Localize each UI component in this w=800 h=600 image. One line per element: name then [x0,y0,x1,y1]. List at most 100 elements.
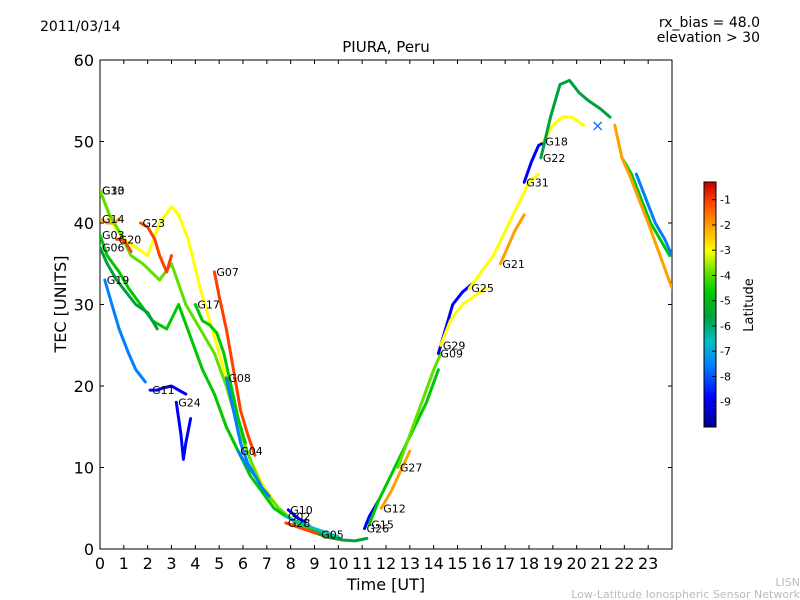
series-label-g23: G23 [143,217,166,230]
x-tick-label: 7 [262,554,272,573]
series-line-g04 [236,449,271,498]
x-tick-label: 21 [590,554,610,573]
series-line [620,156,672,258]
x-tick-label: 14 [423,554,443,573]
series-label-g15: G15 [371,519,394,532]
x-tick-label: 22 [614,554,634,573]
series-line [613,123,672,290]
series-label-g11: G11 [152,384,175,397]
series-label-g13: G13 [102,184,125,197]
series-label-g24: G24 [178,396,201,409]
series-label-g04: G04 [240,445,263,458]
y-tick-label: 50 [74,133,94,152]
elevation-label: elevation > 30 [657,30,760,46]
x-tick-label: 15 [447,554,467,573]
series-line-g02 [284,514,340,539]
colorbar-label: Latitude [742,278,757,332]
x-tick-label: 3 [166,554,176,573]
x-tick-label: 10 [328,554,348,573]
series-label-g21: G21 [502,258,525,271]
y-tick-label: 40 [74,214,94,233]
series-line-g14 [100,217,121,225]
x-tick-label: 12 [376,554,396,573]
series-line-g06 [100,245,159,331]
series-label-g26: G26 [367,523,390,536]
colorbar-tick-label: -6 [720,320,731,333]
series-label-g05: G05 [321,528,344,541]
series-label-g02: G02 [288,510,311,523]
series-label-g30: G30 [102,184,125,197]
x-tick-label: 11 [352,554,372,573]
series-label-g08: G08 [228,372,251,385]
series-label-g29: G29 [443,339,466,352]
x-tick-label: 9 [309,554,319,573]
colorbar-tick-label: -9 [720,396,731,409]
colorbar-tick-label: -7 [720,345,731,358]
series-line-g30 [100,188,340,541]
y-tick-label: 0 [84,540,94,559]
series-line-g07 [212,270,257,457]
series-label-g22: G22 [543,152,566,165]
y-tick-label: 60 [74,51,94,70]
x-tick-label: 1 [119,554,129,573]
series-line-g31 [522,140,548,184]
series-label-g19: G19 [107,274,130,287]
series-label-g20: G20 [119,233,142,246]
series-line-g22 [539,78,612,160]
x-axis-label: Time [UT] [346,575,425,594]
series-label-g18: G18 [545,136,568,149]
y-tick-label: 20 [74,377,94,396]
series-line-g18 [541,115,586,143]
series-label-g09: G09 [440,347,463,360]
series-line [634,172,672,258]
colorbar-tick-label: -4 [720,269,731,282]
series-line-g03 [100,233,324,535]
x-axis-ticks: 0 1 2 3 4 5 6 7 8 9 10 11 12 13 14 15 16 17 18 19 20 21 22 23 [95,60,658,573]
current-position-marker: × [591,116,604,135]
x-tick-label: 18 [519,554,539,573]
series-line-g23 [139,221,173,274]
series-line-g27 [396,351,443,469]
series-line-g21 [498,213,526,266]
x-tick-label: 0 [95,554,105,573]
series-line-g17 [193,303,247,445]
x-tick-label: 23 [638,554,658,573]
series-line-g19 [103,278,147,384]
x-tick-label: 4 [190,554,200,573]
chart-title: PIURA, Peru [342,38,429,56]
x-tick-label: 13 [400,554,420,573]
colorbar-tick-label: -3 [720,244,731,257]
series-layer [100,78,672,543]
colorbar-ticks: -1 -2 -3 -4 -5 -6 -7 -8 -9 [712,194,731,409]
x-tick-label: 8 [286,554,296,573]
y-axis-ticks: 0 10 20 30 40 50 60 [74,51,672,559]
x-tick-label: 2 [143,554,153,573]
series-label-g17: G17 [197,299,220,312]
credit-network: Low-Latitude Ionospheric Sensor Network [571,588,800,600]
series-label-g10: G10 [290,504,313,517]
series-label-g12: G12 [383,502,406,515]
series-line-g25 [467,172,540,290]
series-label-g14: G14 [102,213,125,226]
colorbar-tick-label: -8 [720,370,731,383]
colorbar-tick-label: -5 [720,295,731,308]
rx-bias-label: rx_bias = 48.0 [659,15,760,31]
series-line-g29 [439,286,488,347]
x-tick-label: 20 [566,554,586,573]
colorbar-tick-label: -1 [720,194,731,207]
y-tick-label: 10 [74,459,94,478]
date-label: 2011/03/14 [40,19,121,35]
series-label-g07: G07 [216,266,239,279]
series-label-g27: G27 [400,462,423,475]
series-label-g25: G25 [471,282,494,295]
series-labels: G13G30G14G03G06G20G23G19G07G17G08G04G11G… [102,136,568,542]
colorbar [703,181,717,428]
colorbar-tick-label: -2 [720,219,731,232]
x-tick-label: 5 [214,554,224,573]
series-line-g11 [148,384,188,396]
series-label-g03: G03 [102,229,125,242]
series-line-g12 [379,449,412,510]
x-tick-label: 17 [495,554,515,573]
series-label-g31: G31 [526,176,549,189]
